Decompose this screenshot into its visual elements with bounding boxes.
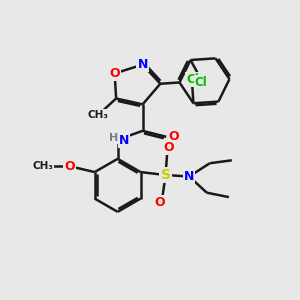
Text: N: N: [119, 134, 129, 147]
Text: O: O: [163, 141, 174, 154]
Text: O: O: [64, 160, 75, 173]
Text: CH₃: CH₃: [33, 161, 54, 171]
Text: CH₃: CH₃: [88, 110, 109, 120]
Text: H: H: [109, 133, 118, 143]
Text: O: O: [110, 67, 120, 80]
Text: Cl: Cl: [186, 73, 199, 85]
Text: S: S: [160, 168, 171, 182]
Text: N: N: [184, 170, 194, 183]
Text: O: O: [154, 196, 165, 208]
Text: O: O: [168, 130, 179, 143]
Text: N: N: [137, 58, 148, 71]
Text: Cl: Cl: [194, 76, 207, 89]
